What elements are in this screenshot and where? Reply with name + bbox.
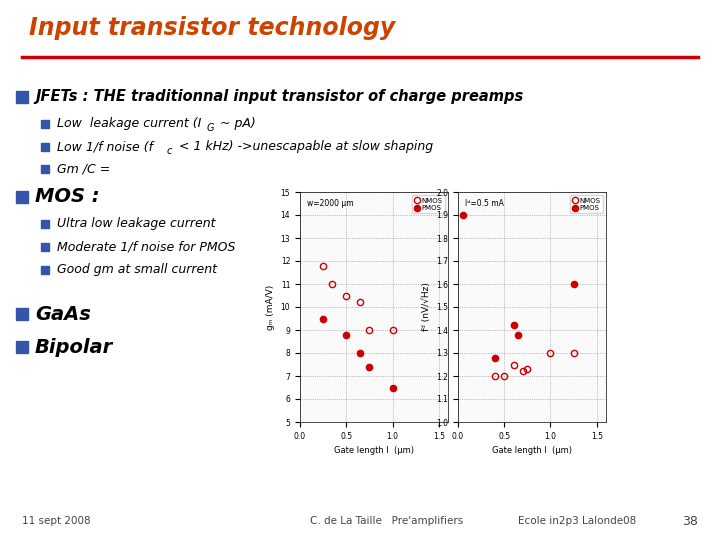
Text: Ecole in2p3 Lalonde08: Ecole in2p3 Lalonde08 [518,516,636,526]
Legend: NMOS, PMOS: NMOS, PMOS [412,195,444,213]
Text: C. de La Taille   Pre'amplifiers: C. de La Taille Pre'amplifiers [310,516,463,526]
Text: ~ pA): ~ pA) [216,117,256,130]
Text: GaAs: GaAs [35,305,91,323]
Text: Low 1/f noise (f: Low 1/f noise (f [57,140,153,153]
X-axis label: Gate length l  (μm): Gate length l (μm) [492,446,572,455]
Legend: NMOS, PMOS: NMOS, PMOS [570,195,603,213]
Text: Gm /C =: Gm /C = [57,163,110,176]
Y-axis label: fᵈ (nV/√Hz): fᵈ (nV/√Hz) [422,282,431,332]
Text: w=2000 μm: w=2000 μm [307,199,354,208]
Text: c: c [167,146,172,156]
Text: 11 sept 2008: 11 sept 2008 [22,516,90,526]
Y-axis label: gₘ (mA/V): gₘ (mA/V) [266,285,275,329]
Text: MOS :: MOS : [35,187,99,206]
Text: Input transistor technology: Input transistor technology [29,16,395,40]
Text: Ultra low leakage current: Ultra low leakage current [57,218,215,231]
Text: G: G [207,123,215,133]
X-axis label: Gate length l  (μm): Gate length l (μm) [334,446,414,455]
Text: Moderate 1/f noise for PMOS: Moderate 1/f noise for PMOS [57,240,235,253]
Text: Iᵈ=0.5 mA: Iᵈ=0.5 mA [465,199,504,208]
Text: Bipolar: Bipolar [35,338,113,356]
Text: JFETs : THE traditionnal input transistor of charge preamps: JFETs : THE traditionnal input transisto… [35,89,523,104]
Text: Good gm at small current: Good gm at small current [57,264,217,276]
Text: 38: 38 [683,515,698,528]
Text: Low  leakage current (I: Low leakage current (I [57,117,202,130]
Text: < 1 kHz) ->unescapable at slow shaping: < 1 kHz) ->unescapable at slow shaping [175,140,433,153]
